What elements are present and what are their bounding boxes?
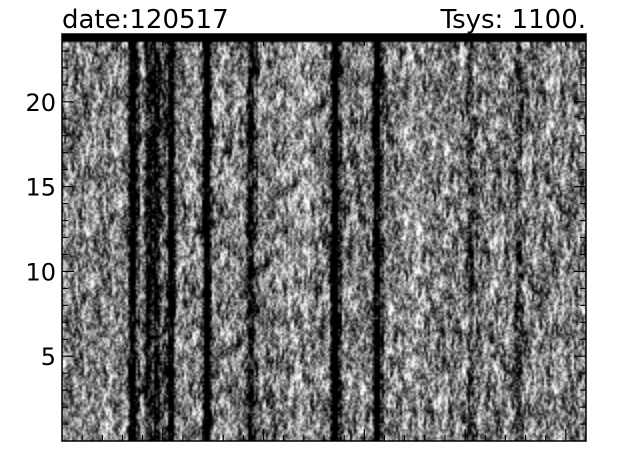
y-tick-label: 15 [25,174,56,202]
y-tick-labels: 5 10 15 20 [25,89,56,371]
heatmap-image [62,34,586,441]
y-tick-label: 5 [41,343,56,371]
y-tick-label: 20 [25,89,56,117]
heatmap-raster [62,34,586,441]
date-label: date:120517 [62,5,229,35]
tsys-label: Tsys: 1100. [439,5,586,35]
y-tick-label: 10 [25,258,56,286]
plot-axes [61,33,587,442]
